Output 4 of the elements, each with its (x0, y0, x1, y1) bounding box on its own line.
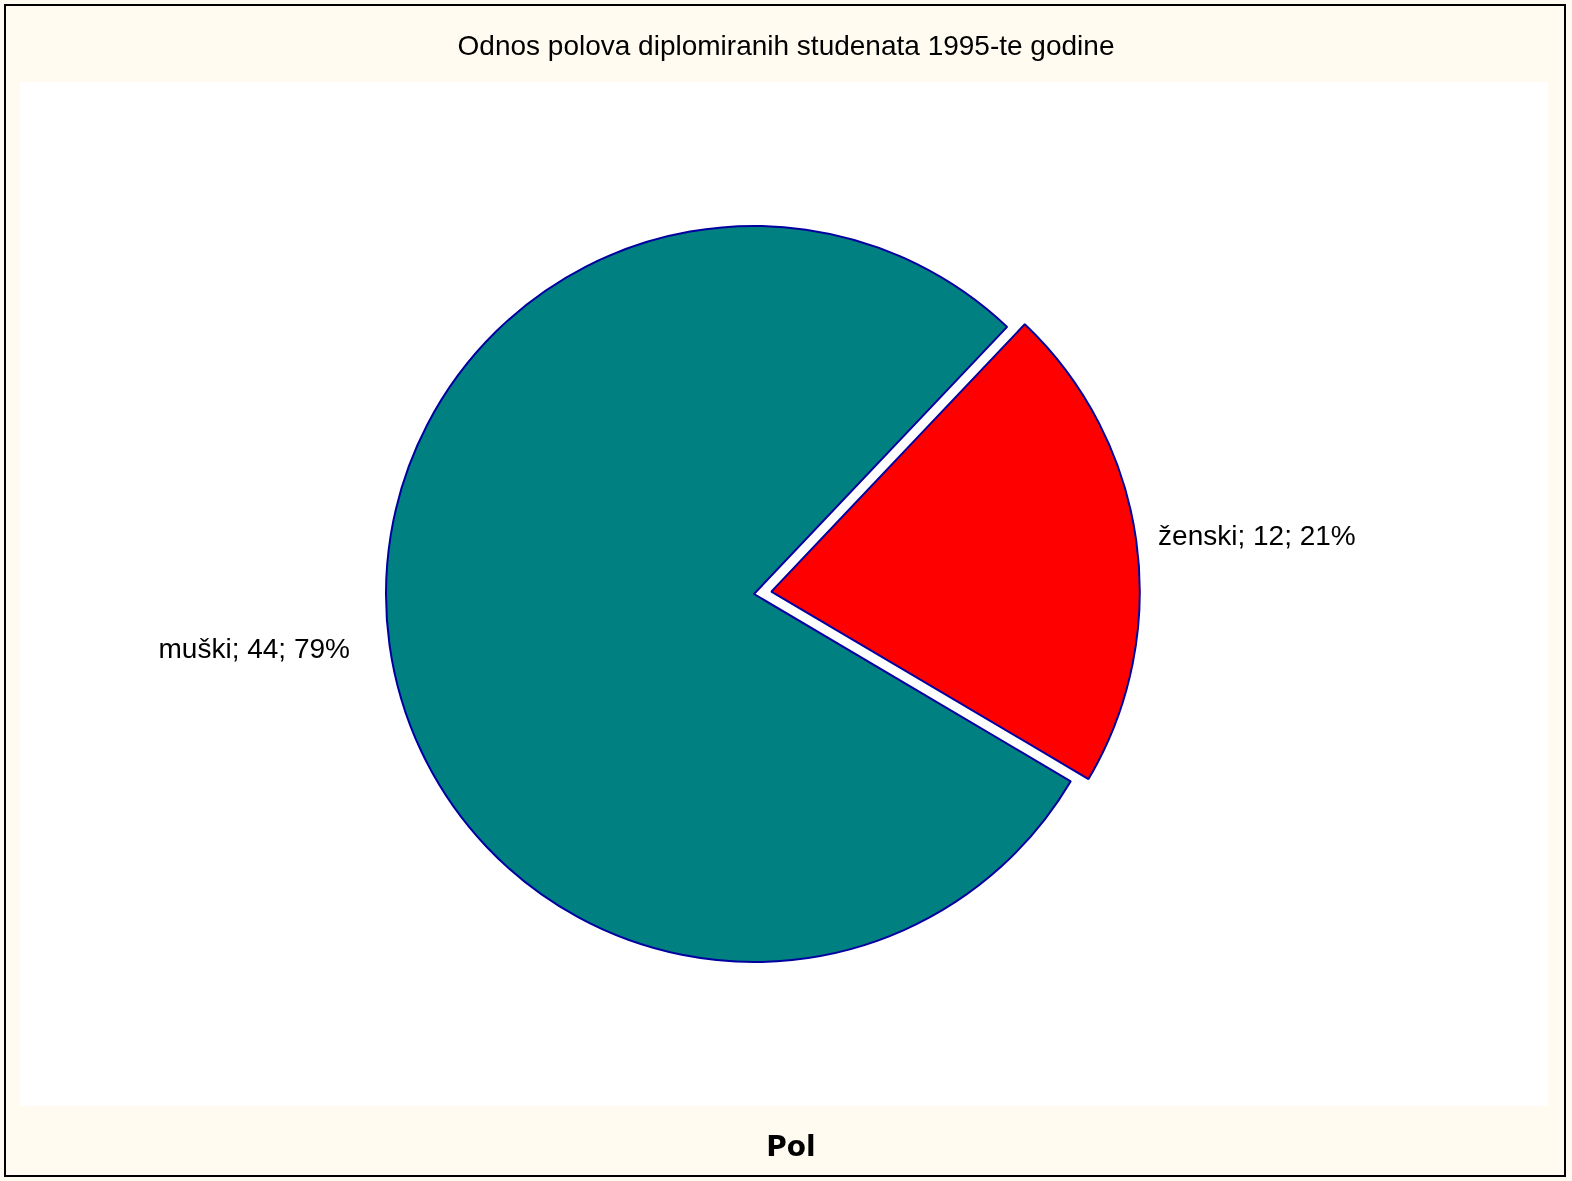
chart-title: Odnos polova diplomiranih studenata 1995-te godine (456, 30, 1116, 62)
text: Pol (765, 1130, 817, 1163)
slice-label: ženski; 12; 21% (1158, 520, 1356, 552)
slice-label: muški; 44; 79% (158, 633, 350, 665)
